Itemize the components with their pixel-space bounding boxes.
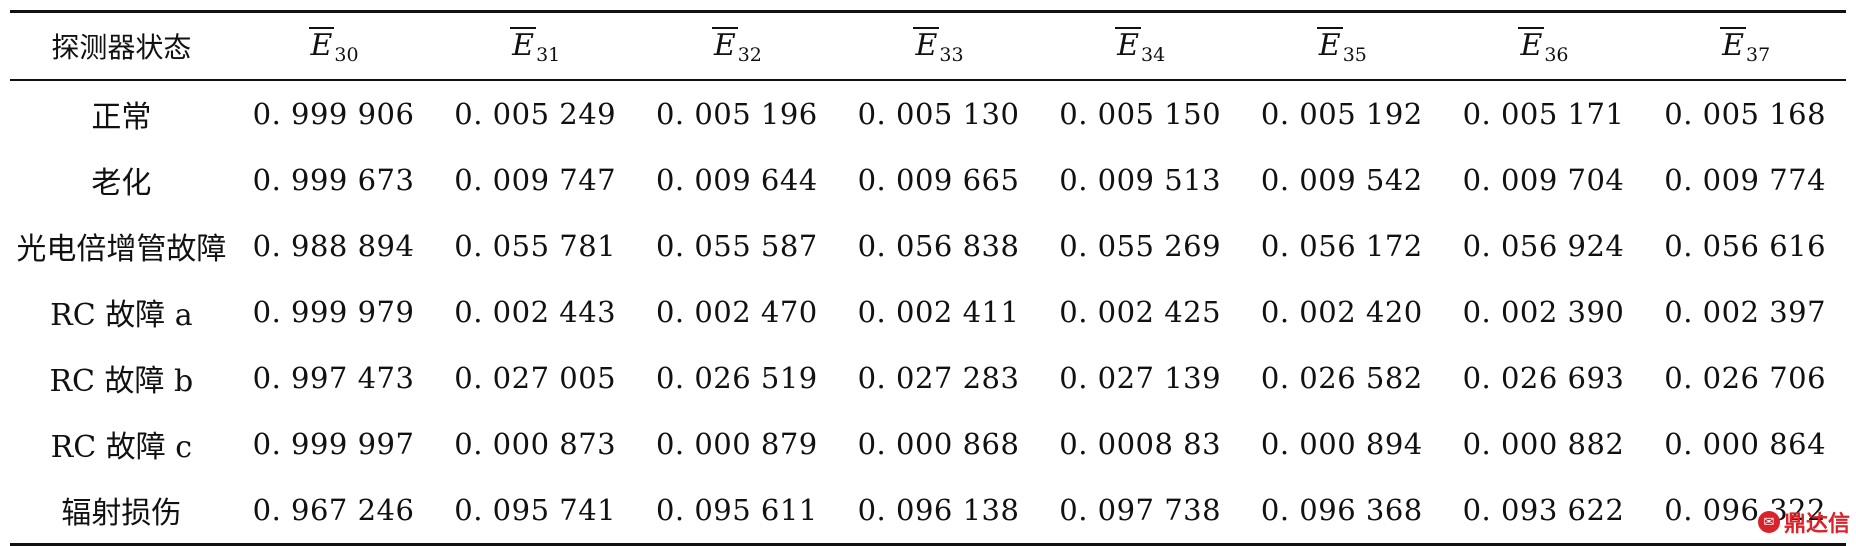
row-label: RC 故障 a xyxy=(50,298,193,333)
table-cell: 0. 000 894 xyxy=(1260,427,1423,461)
table-cell: 0. 999 906 xyxy=(252,97,415,131)
table-cell: 0. 000 873 xyxy=(454,427,617,461)
table-cell: 0. 097 738 xyxy=(1039,477,1241,546)
watermark-logo: ✉ 鼎达信 xyxy=(1757,506,1850,538)
header-e34: E 34 xyxy=(1039,10,1241,81)
header-e37: E 37 xyxy=(1644,10,1846,81)
table-cell: 0. 005 171 xyxy=(1462,97,1625,131)
logo-badge-icon: ✉ xyxy=(1757,511,1780,533)
table-row: RC 故障 b 0. 997 473 0. 027 005 0. 026 519… xyxy=(10,345,1846,411)
table-cell: 0. 009 513 xyxy=(1059,163,1222,197)
table-cell: 0. 997 473 xyxy=(252,361,415,395)
table-cell: 0. 999 997 xyxy=(252,427,415,461)
table-cell: 0. 009 747 xyxy=(454,163,617,197)
table-cell: 0. 000 882 xyxy=(1462,427,1625,461)
table-cell: 0. 009 542 xyxy=(1260,163,1423,197)
table-cell: 0. 055 587 xyxy=(655,229,818,263)
header-detector-state: 探测器状态 xyxy=(10,10,233,81)
table-cell: 0. 027 139 xyxy=(1059,361,1222,395)
table-cell: 0. 000 879 xyxy=(655,427,818,461)
table-cell: 0. 000 868 xyxy=(857,427,1020,461)
table-cell: 0. 096 368 xyxy=(1241,477,1443,546)
table-row: 正常 0. 999 906 0. 005 249 0. 005 196 0. 0… xyxy=(10,80,1846,147)
header-e31: E 31 xyxy=(434,10,637,81)
table-row: 光电倍增管故障 0. 988 894 0. 055 781 0. 055 587… xyxy=(10,213,1846,279)
table-cell: 0. 027 005 xyxy=(454,361,617,395)
table-cell: 0. 999 673 xyxy=(252,163,415,197)
header-e32: E 32 xyxy=(636,10,838,81)
header-row: 探测器状态 E 30 E 31 E 32 E 33 E 34 E 35 E 36 E 37 xyxy=(10,10,1846,81)
table-cell: 0. 002 397 xyxy=(1664,295,1827,329)
table-cell: 0. 009 644 xyxy=(655,163,818,197)
table-cell: 0. 005 249 xyxy=(454,97,617,131)
table-cell: 0. 026 706 xyxy=(1664,361,1827,395)
table-cell: 0. 055 269 xyxy=(1059,229,1222,263)
table-cell: 0. 056 172 xyxy=(1260,229,1423,263)
table-cell: 0. 056 838 xyxy=(857,229,1020,263)
header-e35: E 35 xyxy=(1241,10,1443,81)
table-cell: 0. 095 611 xyxy=(636,477,838,546)
table-row: 老化 0. 999 673 0. 009 747 0. 009 644 0. 0… xyxy=(10,147,1846,213)
header-e36: E 36 xyxy=(1442,10,1645,81)
row-label: RC 故障 c xyxy=(50,430,193,465)
row-label: 老化 xyxy=(91,166,152,201)
table-cell: 0. 026 519 xyxy=(655,361,818,395)
table-cell: 0. 056 924 xyxy=(1462,229,1625,263)
row-label: 正常 xyxy=(91,100,152,135)
table-cell: 0. 009 665 xyxy=(857,163,1020,197)
table-row: RC 故障 c 0. 999 997 0. 000 873 0. 000 879… xyxy=(10,411,1846,477)
table-cell: 0. 005 130 xyxy=(857,97,1020,131)
table-cell: 0. 005 150 xyxy=(1059,97,1222,131)
table-cell: 0. 026 582 xyxy=(1260,361,1423,395)
row-label: RC 故障 b xyxy=(49,364,194,399)
table-cell: 0. 056 616 xyxy=(1664,229,1827,263)
watermark-text: 鼎达信 xyxy=(1783,512,1850,537)
row-label: 光电倍增管故障 xyxy=(16,232,227,267)
table-row: RC 故障 a 0. 999 979 0. 002 443 0. 002 470… xyxy=(10,279,1846,345)
table-cell: 0. 0008 83 xyxy=(1059,427,1222,461)
table-cell: 0. 096 138 xyxy=(837,477,1040,546)
table-cell: 0. 027 283 xyxy=(857,361,1020,395)
table-cell: 0. 009 704 xyxy=(1462,163,1625,197)
table-cell: 0. 967 246 xyxy=(232,477,435,546)
table-cell: 0. 096 322 xyxy=(1644,477,1846,546)
table-cell: 0. 005 192 xyxy=(1260,97,1423,131)
table-cell: 0. 999 979 xyxy=(252,295,415,329)
header-e33: E 33 xyxy=(837,10,1040,81)
table-cell: 0. 055 781 xyxy=(454,229,617,263)
table-cell: 0. 005 168 xyxy=(1664,97,1827,131)
table-cell: 0. 093 622 xyxy=(1442,477,1645,546)
header-e30: E 30 xyxy=(232,10,435,81)
table-cell: 0. 988 894 xyxy=(252,229,415,263)
table-row: 辐射损伤 0. 967 246 0. 095 741 0. 095 611 0.… xyxy=(10,477,1846,546)
table-cell: 0. 000 864 xyxy=(1664,427,1827,461)
table-cell: 0. 002 425 xyxy=(1059,295,1222,329)
table-cell: 0. 002 411 xyxy=(857,295,1020,329)
data-table: 探测器状态 E 30 E 31 E 32 E 33 E 34 E 35 E 36 E 37 正常… xyxy=(10,10,1846,546)
table-cell: 0. 095 741 xyxy=(434,477,637,546)
table-cell: 0. 009 774 xyxy=(1664,163,1827,197)
table-cell: 0. 002 420 xyxy=(1260,295,1423,329)
row-label: 辐射损伤 xyxy=(10,477,233,546)
table-cell: 0. 002 443 xyxy=(454,295,617,329)
table-cell: 0. 002 390 xyxy=(1462,295,1625,329)
table-cell: 0. 002 470 xyxy=(655,295,818,329)
table-cell: 0. 026 693 xyxy=(1462,361,1625,395)
table-cell: 0. 005 196 xyxy=(655,97,818,131)
